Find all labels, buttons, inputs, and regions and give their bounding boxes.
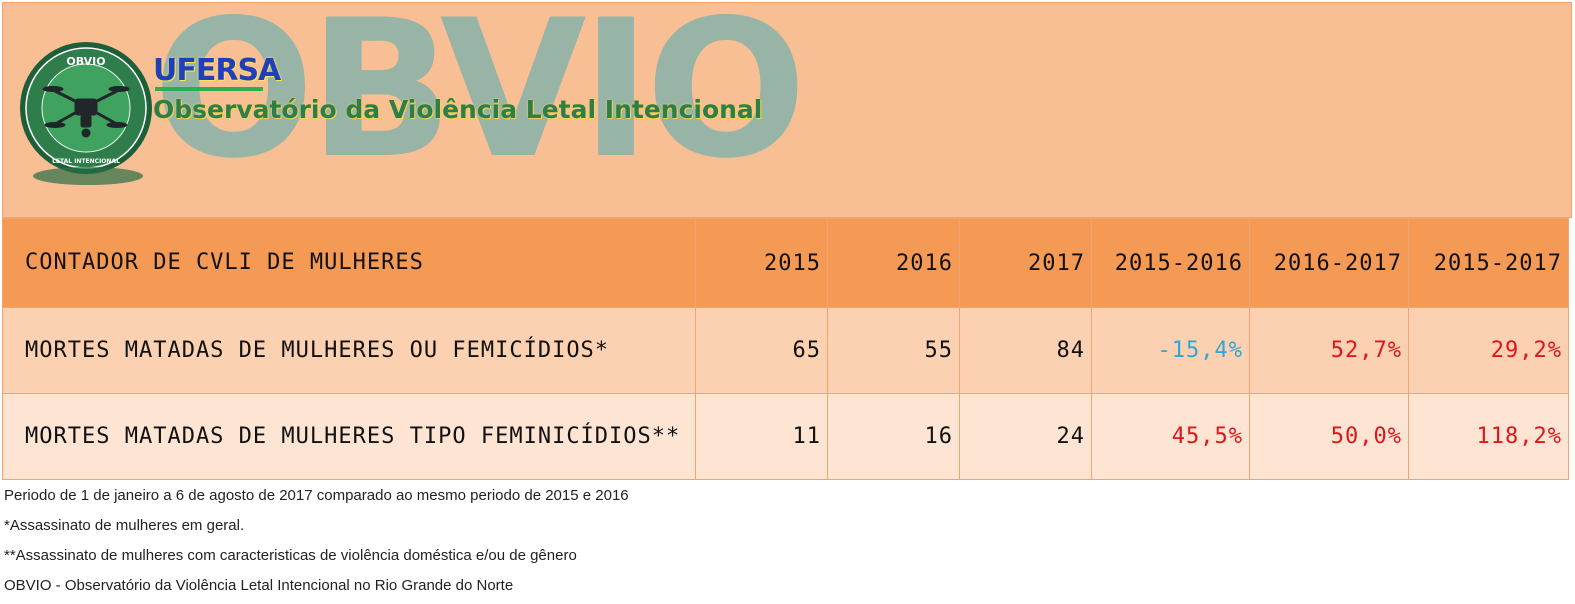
cell-2017: 24 <box>959 393 1092 480</box>
emblem-shadow <box>33 167 143 185</box>
drone-icon <box>42 86 130 138</box>
column-header-2015-2016: 2015-2016 <box>1091 218 1250 308</box>
footnote-feminicide: **Assassinato de mulheres com caracteris… <box>4 547 577 564</box>
brand-wordmark: OBVIO <box>153 2 807 200</box>
svg-text:OBVIO: OBVIO <box>66 55 105 68</box>
observatory-name: Observatório da Violência Letal Intencio… <box>153 95 763 124</box>
cell-change-2016-2017: 52,7% <box>1249 307 1409 394</box>
svg-text:LETAL INTENCIONAL: LETAL INTENCIONAL <box>52 158 120 165</box>
cell-change-2015-2017: 29,2% <box>1408 307 1569 394</box>
footnote-femicide: *Assassinato de mulheres em geral. <box>4 517 245 534</box>
cell-change-2015-2016: -15,4% <box>1091 307 1250 394</box>
table-title: Contador de CVLI de Mulheres <box>2 218 696 308</box>
column-header-2016-2017: 2016-2017 <box>1249 218 1409 308</box>
cell-2015: 11 <box>695 393 828 480</box>
cell-change-2016-2017: 50,0% <box>1249 393 1409 480</box>
cell-change-2015-2016: 45,5% <box>1091 393 1250 480</box>
cell-2015: 65 <box>695 307 828 394</box>
header-banner: OBVIO OBVIO LETAL INTENCIONAL UFERSA Obs… <box>2 2 1572 218</box>
column-header-2016: 2016 <box>827 218 960 308</box>
footnote-period: Periodo de 1 de janeiro a 6 de agosto de… <box>4 487 629 504</box>
cell-2016: 55 <box>827 307 960 394</box>
footnotes: Periodo de 1 de janeiro a 6 de agosto de… <box>4 484 1564 604</box>
column-header-2017: 2017 <box>959 218 1092 308</box>
cvli-counter-table: Contador de CVLI de Mulheres 2015 2016 2… <box>2 218 1569 480</box>
ufersa-underline <box>155 87 263 91</box>
table-header-row: Contador de CVLI de Mulheres 2015 2016 2… <box>2 218 1569 308</box>
obvio-emblem-logo: OBVIO LETAL INTENCIONAL <box>20 42 152 174</box>
footnote-source: OBVIO - Observatório da Violência Letal … <box>4 577 514 594</box>
ufersa-logo-text: UFERSA <box>153 53 281 88</box>
column-header-2015-2017: 2015-2017 <box>1408 218 1569 308</box>
table-row: Mortes matadas de mulheres tipo feminicí… <box>2 393 1569 480</box>
table-row: Mortes matadas de mulheres ou femicídios… <box>2 307 1569 394</box>
column-header-2015: 2015 <box>695 218 828 308</box>
cell-2017: 84 <box>959 307 1092 394</box>
row-label: Mortes matadas de mulheres tipo feminicí… <box>2 393 696 480</box>
row-label: Mortes matadas de mulheres ou femicídios… <box>2 307 696 394</box>
cell-change-2015-2017: 118,2% <box>1408 393 1569 480</box>
cell-2016: 16 <box>827 393 960 480</box>
